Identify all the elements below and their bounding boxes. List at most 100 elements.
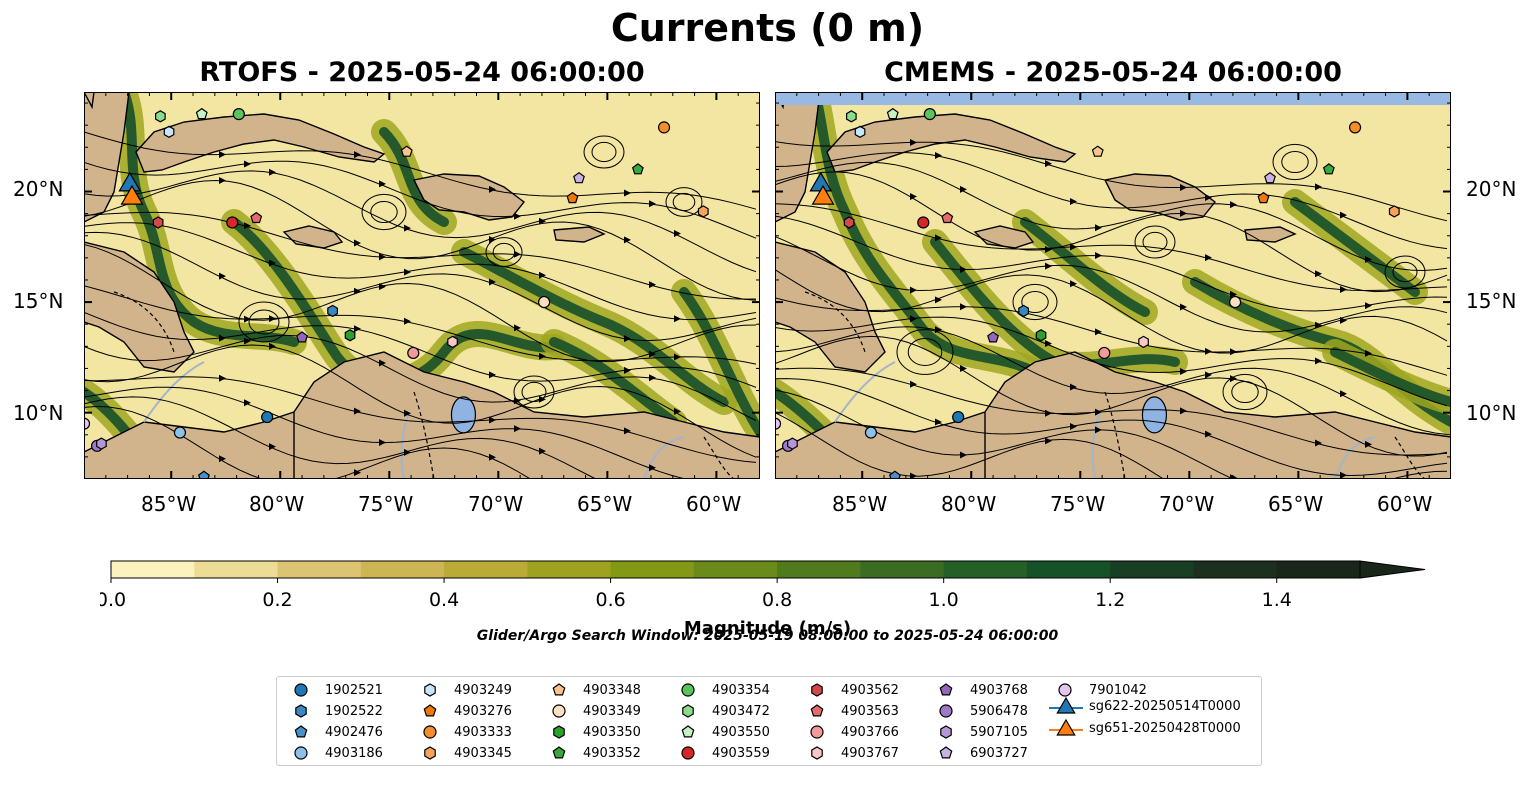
legend-entry: 4903349	[543, 702, 641, 720]
eddy-streamline	[1012, 283, 1058, 321]
streamline-arrow	[649, 464, 656, 472]
float-marker-4903563	[941, 211, 954, 224]
eddy-streamline	[1134, 225, 1176, 259]
legend-entry: 4903767	[801, 744, 899, 762]
streamline	[775, 316, 1448, 407]
streamline-arrow	[1230, 348, 1237, 356]
streamline	[84, 179, 757, 301]
float-marker-4903766	[1098, 346, 1111, 360]
streamline-arrow	[935, 152, 942, 160]
eddy-streamline	[248, 309, 280, 335]
lon-tick-label: 80°W	[941, 492, 997, 516]
streamline-arrow	[219, 177, 226, 185]
streamline-arrow	[539, 447, 546, 455]
streamline-arrow	[1045, 246, 1052, 254]
float-marker-7901042	[84, 417, 91, 430]
river	[143, 361, 205, 423]
legend-label: 4903562	[841, 682, 899, 698]
legend-entry: 7901042	[1049, 681, 1147, 699]
float-marker-5907105	[96, 437, 107, 450]
streamline	[84, 211, 757, 300]
river	[1334, 436, 1376, 479]
streamline-arrow	[379, 283, 386, 291]
current-core	[810, 92, 1040, 377]
float-marker-4903350	[1035, 329, 1047, 342]
colorbar-bin	[111, 561, 195, 578]
float-marker-4903354	[923, 108, 936, 121]
streamline-arrow	[1045, 339, 1052, 347]
streamline-arrow	[514, 425, 521, 433]
streamline-arrow	[1205, 430, 1212, 438]
streamline-arrow	[1180, 183, 1187, 191]
streamline	[84, 376, 757, 463]
legend-entry: 4903249	[414, 681, 512, 699]
legend-entry: 4902476	[285, 723, 383, 741]
current-core	[1020, 217, 1150, 317]
streamline-arrow	[624, 236, 631, 244]
streamline	[775, 215, 1448, 312]
streamline-arrow	[674, 407, 681, 415]
float-marker-4903354	[232, 108, 245, 121]
eddy-streamline	[513, 375, 555, 409]
legend-marker	[1058, 683, 1072, 697]
legend-marker	[810, 704, 824, 717]
streamline-arrow	[1230, 201, 1237, 209]
streamline-arrow	[1180, 209, 1187, 217]
streamline	[84, 231, 757, 342]
float-marker-4903350	[344, 329, 356, 342]
legend-entry: 4903472	[672, 702, 770, 720]
streamline	[775, 236, 1448, 333]
legend-label: 4903333	[454, 724, 512, 740]
streamline-arrow	[649, 350, 656, 358]
streamline-arrow	[649, 374, 656, 382]
streamline-arrow	[1230, 474, 1237, 479]
land-puerto-rico	[553, 226, 606, 243]
float-marker-4903352	[631, 163, 644, 175]
float-marker-4903550	[886, 107, 899, 120]
eddy-streamline	[1392, 261, 1418, 283]
float-marker-4903559	[226, 216, 239, 229]
legend-entry: 5907105	[930, 723, 1028, 741]
streamline-arrow	[354, 151, 361, 159]
streamline-arrow	[354, 325, 361, 333]
legend-entry: sg622-20250514T0000	[1049, 696, 1241, 715]
land-cuba	[135, 113, 386, 173]
streamline-arrow	[379, 180, 386, 188]
legend-marker	[294, 746, 308, 760]
streamline-arrow	[489, 236, 496, 244]
legend-marker	[294, 725, 308, 738]
streamline-arrow	[269, 315, 276, 323]
streamline-arrow	[354, 407, 361, 415]
eddy-streamline	[1142, 231, 1168, 253]
legend-label: 4903348	[583, 682, 641, 698]
legend-marker	[811, 746, 823, 760]
current-core	[379, 127, 449, 227]
land-jamaica	[282, 225, 344, 249]
legend-circle-icon	[810, 725, 824, 739]
streamline-arrow	[935, 418, 942, 426]
legend-entry: 5906478	[930, 702, 1028, 720]
lon-tick-label: 65°W	[577, 492, 633, 516]
land-cuba	[826, 113, 1077, 173]
float-marker-4903333	[657, 121, 671, 134]
eddy-streamline	[1231, 380, 1259, 404]
streamline-arrow	[244, 399, 251, 407]
legend-entry: 1902522	[285, 702, 383, 720]
streamline-arrow	[1045, 160, 1052, 168]
legend-marker	[1049, 696, 1083, 714]
cmems-map	[775, 92, 1451, 479]
lat-tick-label: 10°N	[1466, 401, 1517, 425]
colorbar-bin	[777, 561, 861, 578]
legend-hexagon-icon	[553, 725, 565, 739]
river	[643, 436, 685, 479]
colorbar-bin	[444, 561, 528, 578]
float-marker-4903349	[538, 295, 551, 309]
streamline	[84, 131, 757, 210]
streamline-arrow	[1340, 390, 1347, 398]
legend-entry: 4903550	[672, 723, 770, 741]
legend-entry: 1902521	[285, 681, 383, 699]
legend-entry: 4903352	[543, 744, 641, 762]
streamline-arrow	[269, 443, 276, 451]
streamline-arrow	[489, 371, 496, 379]
streamline	[84, 285, 757, 365]
